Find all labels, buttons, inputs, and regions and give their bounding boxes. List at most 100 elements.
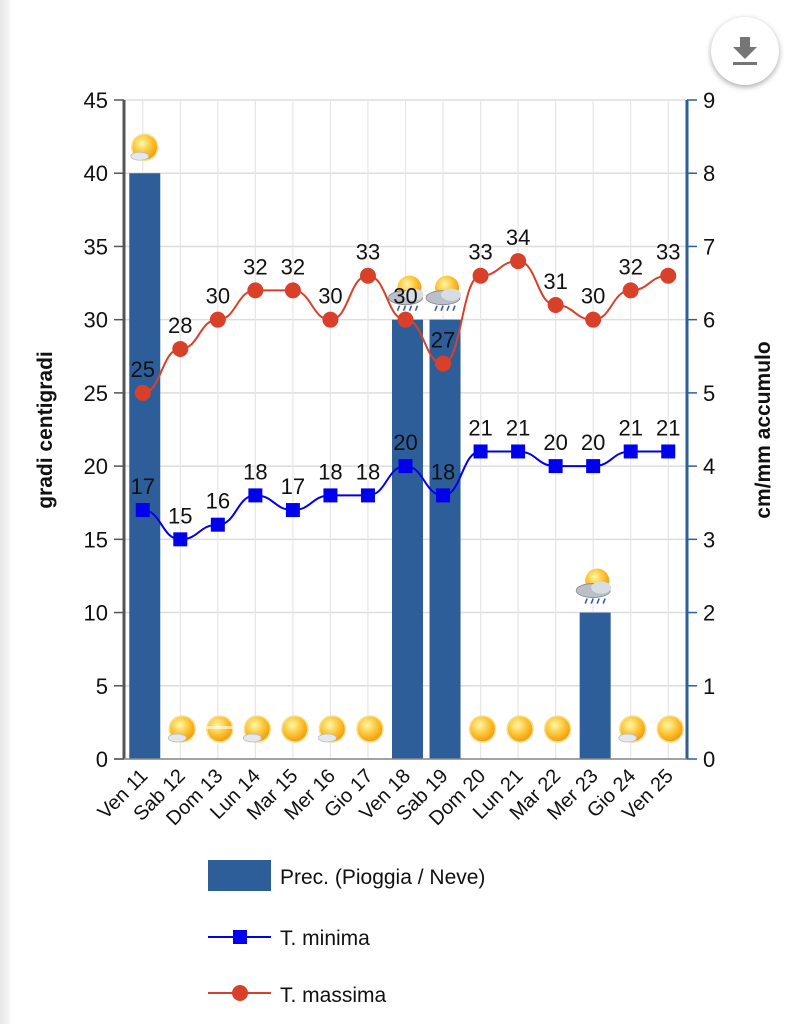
y2-tick-label: 6 xyxy=(703,308,715,333)
t-min-marker xyxy=(586,459,601,474)
t-max-value-label: 30 xyxy=(318,284,342,309)
t-min-value-label: 20 xyxy=(581,430,605,455)
sun-icon xyxy=(656,715,684,743)
rain-drop xyxy=(452,305,456,311)
t-max-value-label: 34 xyxy=(506,225,530,250)
cloud-shape xyxy=(618,733,638,743)
weather-icons xyxy=(130,133,684,743)
t-max-value-label: 31 xyxy=(543,269,567,294)
sun-shape xyxy=(356,715,384,743)
sun-cloud-rain-icon xyxy=(425,275,462,311)
rain-drop xyxy=(408,305,413,311)
t-min-marker xyxy=(360,488,375,503)
t-min-value-label: 21 xyxy=(506,415,530,440)
t-min-marker xyxy=(173,532,188,547)
t-max-marker xyxy=(510,253,527,270)
cloud-shape xyxy=(591,581,612,594)
cloud-shape xyxy=(403,288,424,301)
sun-shape xyxy=(468,715,497,743)
t-min-value-label: 18 xyxy=(356,459,380,484)
y-tick-label: 15 xyxy=(84,527,108,552)
legend-label-precip: Prec. (Pioggia / Neve) xyxy=(280,866,485,889)
t-min-value-label: 20 xyxy=(543,430,567,455)
y-tick-label: 0 xyxy=(96,747,108,772)
y-tick-label: 10 xyxy=(84,601,108,626)
t-min-value-label: 15 xyxy=(168,503,192,528)
download-button[interactable] xyxy=(711,17,779,85)
sun-cloud-rain-icon xyxy=(388,275,424,311)
t-max-marker xyxy=(435,355,452,372)
y-axis-title: gradi centigradi xyxy=(34,351,57,509)
t-max-value-label: 30 xyxy=(393,284,417,309)
t-min-marker xyxy=(473,444,488,459)
legend-swatch-precip xyxy=(208,860,271,891)
rain-drop xyxy=(596,598,600,604)
rain-drop xyxy=(414,305,419,311)
t-min-marker xyxy=(285,503,300,518)
t-max-value-label: 32 xyxy=(618,254,642,279)
sun-icon xyxy=(281,715,309,743)
t-max-marker xyxy=(397,311,414,328)
data-labels: 17 15 16 18 17 18 18 20 18 21 21 20 20 21 21 25 28 30 32 32… xyxy=(131,225,681,528)
t-max-value-label: 28 xyxy=(168,313,192,338)
t-max-value-label: 32 xyxy=(243,254,267,279)
download-icon xyxy=(733,37,757,65)
t-max-value-label: 33 xyxy=(468,240,492,265)
t-min-marker xyxy=(210,517,225,532)
t-max-value-label: 30 xyxy=(206,284,230,309)
precip-bar xyxy=(579,612,611,759)
cloud-shape xyxy=(242,733,262,743)
t-max-value-label: 27 xyxy=(431,328,455,353)
t-max-marker xyxy=(172,340,189,357)
t-min-marker xyxy=(548,459,563,474)
precip-bar xyxy=(129,173,161,759)
t-max-marker xyxy=(660,267,677,284)
t-min-marker xyxy=(248,488,263,503)
t-min-value-label: 18 xyxy=(431,459,455,484)
t-max-value-label: 33 xyxy=(656,240,680,265)
precip-bar xyxy=(429,319,461,759)
y2-axis-title: cm/mm accumulo xyxy=(752,341,775,518)
rain-drop xyxy=(434,305,438,311)
t-max-marker xyxy=(209,311,226,328)
sun-cloud-icon xyxy=(318,715,347,743)
sun-shape xyxy=(506,715,534,743)
y2-tick-label: 2 xyxy=(703,601,715,626)
sun-cloud-icon xyxy=(618,715,647,743)
legend-label-tmax: T. massima xyxy=(280,984,387,1007)
rain-drop xyxy=(402,305,407,311)
y2-tick-label: 5 xyxy=(703,381,715,406)
precip-bars xyxy=(129,173,611,759)
t-max-value-label: 33 xyxy=(356,240,380,265)
sun-shape xyxy=(281,715,309,743)
t-min-value-label: 18 xyxy=(318,459,342,484)
sun-icon xyxy=(468,715,497,743)
t-min-value-label: 16 xyxy=(206,489,230,514)
t-max-marker xyxy=(472,267,489,284)
sun-cloud-icon xyxy=(130,133,159,161)
y2-tick-label: 9 xyxy=(703,88,715,113)
temperature-lines xyxy=(134,253,677,547)
y-tick-label: 5 xyxy=(96,674,108,699)
sun-cloud-rain-icon xyxy=(575,568,612,604)
t-max-marker xyxy=(284,282,301,299)
t-max-marker xyxy=(134,384,151,401)
y2-tick-label: 0 xyxy=(703,747,715,772)
t-max-marker xyxy=(585,311,602,328)
t-min-value-label: 17 xyxy=(131,474,155,499)
t-min-marker xyxy=(511,444,526,459)
rain-drop xyxy=(440,305,444,311)
t-max-marker xyxy=(247,282,264,299)
t-max-marker xyxy=(322,311,339,328)
cloud-shape xyxy=(130,151,150,161)
legend: Prec. (Pioggia / Neve) T. minima T. massim… xyxy=(208,860,485,1007)
y-tick-label: 35 xyxy=(84,234,108,259)
rain-drop xyxy=(446,305,450,311)
y2-tick-label: 3 xyxy=(703,527,715,552)
legend-marker-tmin xyxy=(233,930,247,944)
sun-icon xyxy=(506,715,534,743)
y-tick-label: 40 xyxy=(84,161,108,186)
t-min-marker xyxy=(135,503,150,518)
rain-drop xyxy=(602,598,606,604)
